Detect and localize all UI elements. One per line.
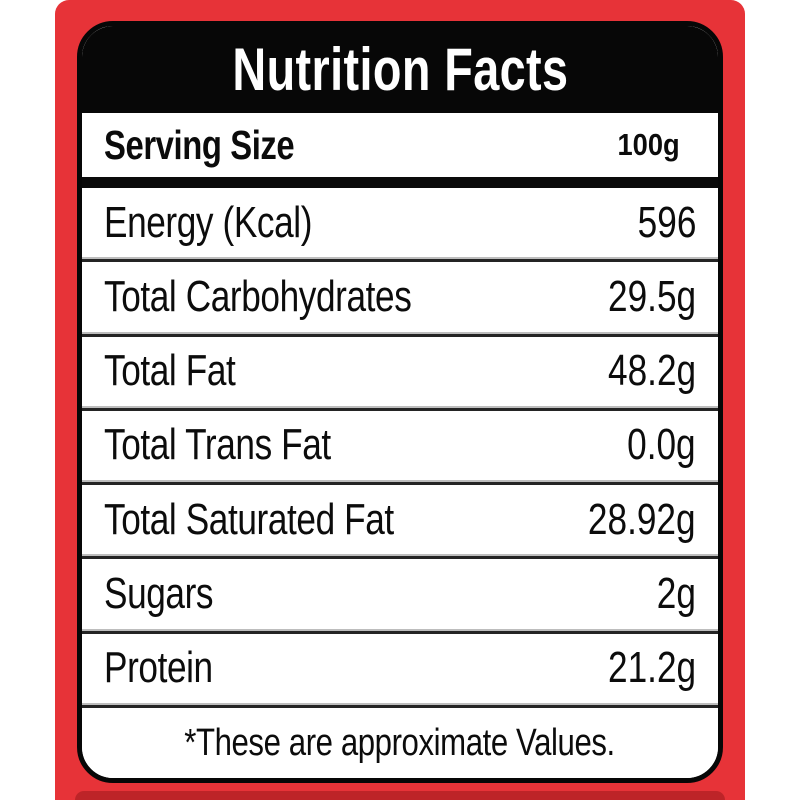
row-divider (82, 480, 718, 486)
row-divider (82, 331, 718, 337)
serving-size-value: 100g (617, 127, 680, 162)
nutrient-rows: Energy (Kcal) 596 Total Carbohydrates 29… (82, 188, 718, 703)
nutrient-label: Total Fat (104, 346, 236, 396)
nutrient-row: Total Fat 48.2g (82, 337, 718, 406)
nutrition-facts-panel: Nutrition Facts Serving Size 100g Energy… (77, 21, 723, 783)
header-bar: Nutrition Facts (82, 26, 718, 113)
row-divider (82, 628, 718, 634)
nutrient-label: Total Saturated Fat (104, 494, 394, 544)
row-divider (82, 703, 718, 708)
row-divider (82, 405, 718, 411)
nutrient-value: 48.2g (607, 346, 696, 396)
nutrient-row: Sugars 2g (82, 559, 718, 628)
nutrient-label: Sugars (104, 569, 214, 619)
footnote-text: *These are approximate Values. (184, 721, 616, 764)
nutrient-label: Total Carbohydrates (104, 271, 412, 321)
nutrient-value: 2g (656, 569, 696, 619)
nutrient-row: Total Carbohydrates 29.5g (82, 262, 718, 331)
serving-size-label: Serving Size (104, 121, 295, 168)
nutrient-row: Energy (Kcal) 596 (82, 188, 718, 257)
nutrient-value: 28.92g (588, 494, 696, 544)
nutrient-value: 21.2g (607, 643, 696, 693)
bottom-accent-line (75, 791, 725, 800)
nutrient-row: Total Trans Fat 0.0g (82, 411, 718, 480)
nutrient-label: Energy (Kcal) (104, 197, 313, 247)
nutrient-label: Total Trans Fat (104, 420, 331, 470)
nutrient-row: Total Saturated Fat 28.92g (82, 485, 718, 554)
nutrient-value: 29.5g (607, 271, 696, 321)
row-divider (82, 257, 718, 263)
nutrition-facts-title: Nutrition Facts (231, 36, 569, 103)
thick-divider (82, 177, 718, 188)
nutrient-row: Protein 21.2g (82, 634, 718, 703)
serving-size-row: Serving Size 100g (82, 113, 718, 177)
nutrient-label: Protein (104, 643, 213, 693)
nutrient-value: 596 (637, 197, 696, 247)
footer-row: *These are approximate Values. (82, 708, 718, 778)
nutrient-value: 0.0g (627, 420, 696, 470)
row-divider (82, 554, 718, 560)
